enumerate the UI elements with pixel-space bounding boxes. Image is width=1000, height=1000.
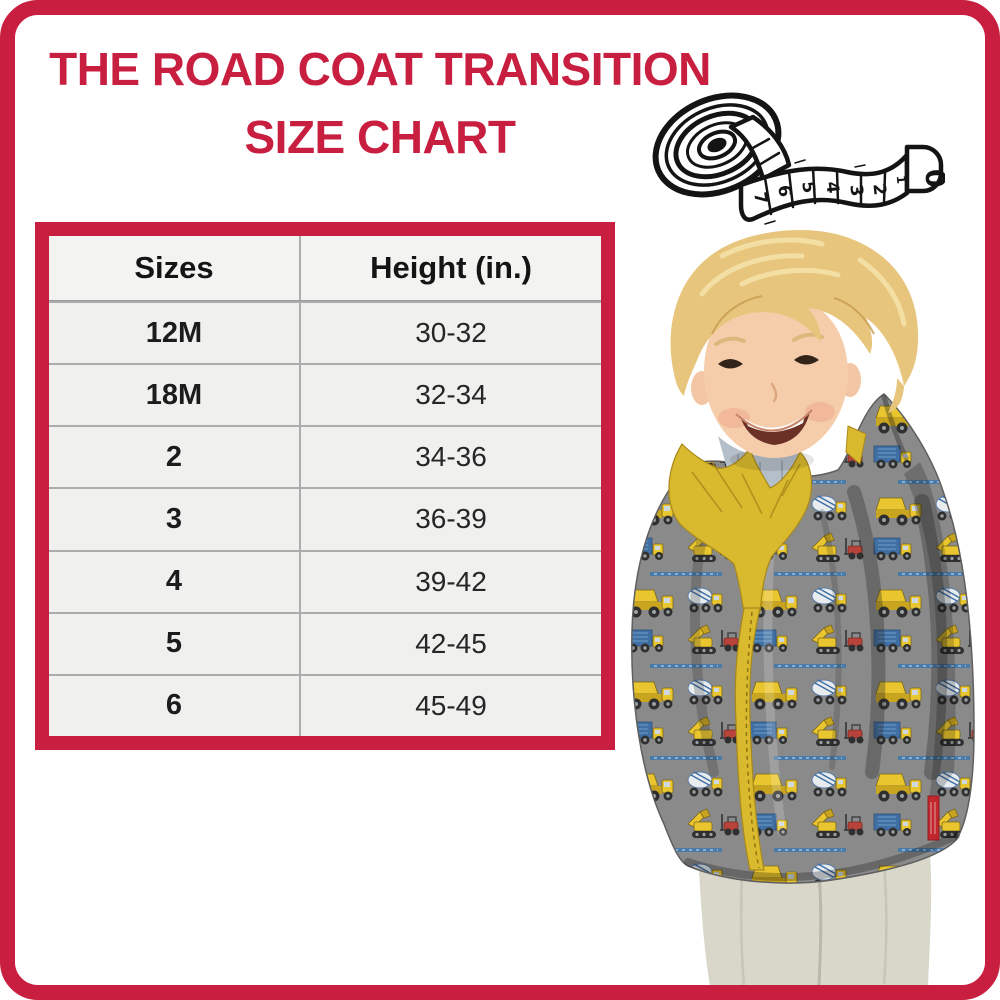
height-cell: 34-36 — [301, 427, 601, 488]
title-line-1: THE ROAD COAT TRANSITION — [49, 43, 711, 95]
nose — [770, 382, 778, 403]
table-row: 3 36-39 — [49, 487, 601, 550]
coat-tag — [927, 795, 940, 841]
svg-text:3: 3 — [845, 184, 866, 198]
column-header-height: Height (in.) — [301, 236, 601, 300]
eye — [794, 355, 819, 365]
page-title: THE ROAD COAT TRANSITION SIZE CHART — [25, 35, 735, 171]
height-cell: 42-45 — [301, 613, 601, 674]
cheek — [805, 402, 835, 422]
height-cell: 39-42 — [301, 551, 601, 612]
height-cell: 36-39 — [301, 489, 601, 550]
table-row: 12M 30-32 — [49, 301, 601, 364]
child-hair — [670, 229, 919, 413]
size-cell: 2 — [49, 427, 301, 488]
mouth — [740, 412, 810, 445]
title-line-2: SIZE CHART — [244, 111, 517, 163]
svg-text:7: 7 — [749, 191, 771, 206]
table-row: 4 39-42 — [49, 549, 601, 612]
svg-text:5: 5 — [797, 180, 818, 195]
svg-text:6: 6 — [773, 184, 795, 199]
table-row: 5 42-45 — [49, 611, 601, 674]
size-cell: 5 — [49, 613, 301, 674]
size-cell: 4 — [49, 551, 301, 612]
svg-text:1: 1 — [894, 175, 909, 185]
eyebrow — [714, 336, 746, 346]
size-cell: 12M — [49, 303, 301, 364]
height-cell: 45-49 — [301, 675, 601, 736]
table-row: 18M 32-34 — [49, 363, 601, 426]
table-header-row: Sizes Height (in.) — [49, 236, 601, 301]
size-cell: 3 — [49, 489, 301, 550]
svg-text:0: 0 — [918, 168, 945, 189]
eye — [718, 359, 743, 369]
teeth — [745, 415, 805, 432]
collar-yellow — [668, 425, 867, 613]
table-row: 6 45-49 — [49, 673, 601, 736]
svg-text:4: 4 — [821, 181, 842, 195]
table-row: 2 34-36 — [49, 425, 601, 488]
height-cell: 30-32 — [301, 303, 601, 364]
child-face — [691, 294, 861, 471]
height-cell: 32-34 — [301, 365, 601, 426]
tape-numbers: 7 6 5 4 3 2 1 0 — [749, 168, 945, 206]
page-content: THE ROAD COAT TRANSITION SIZE CHART — [15, 15, 985, 985]
column-header-sizes: Sizes — [49, 236, 301, 300]
svg-text:2: 2 — [868, 183, 889, 197]
zipper — [734, 607, 765, 871]
measuring-tape-icon: 7 6 5 4 3 2 1 0 — [652, 92, 945, 225]
size-cell: 6 — [49, 675, 301, 736]
size-chart-table: Sizes Height (in.) 12M 30-32 18M 32-34 2… — [35, 222, 615, 750]
size-cell: 18M — [49, 365, 301, 426]
child-model-photo — [631, 229, 975, 985]
tape-end-tab — [904, 144, 944, 194]
cheek — [718, 408, 750, 428]
